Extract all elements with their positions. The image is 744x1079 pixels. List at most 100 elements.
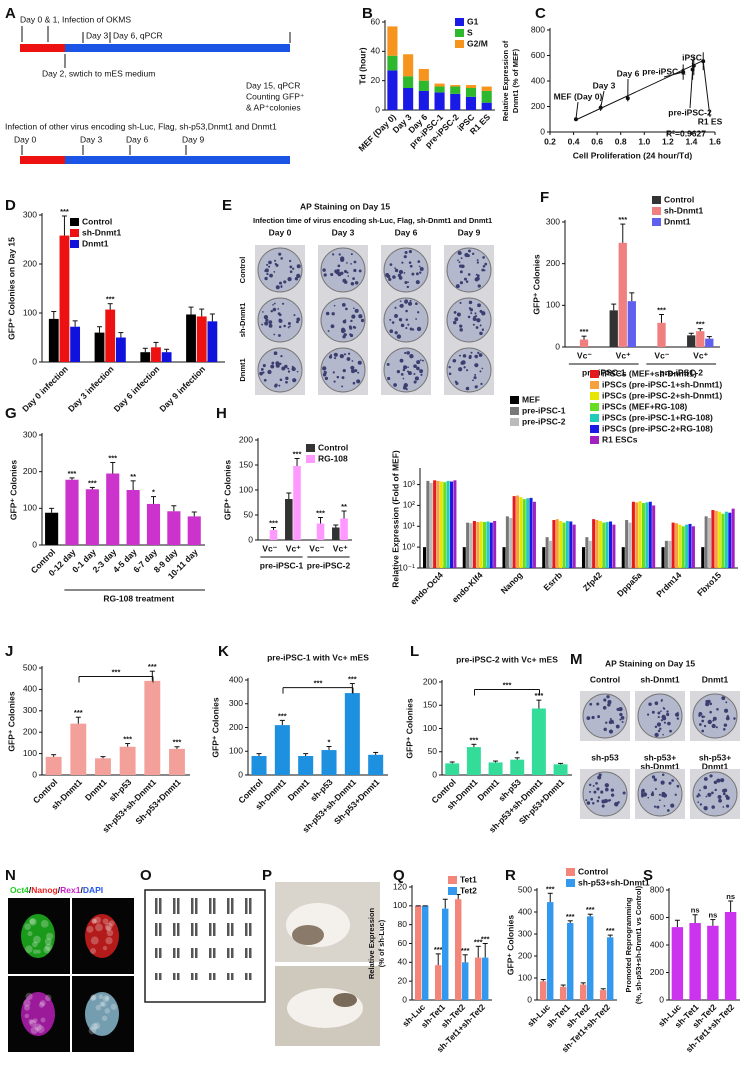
row-label: sh-Dnmt1 (238, 303, 247, 338)
panel-letter: P (262, 867, 272, 884)
bar (687, 335, 696, 347)
x-tick-label: Vc⁻ (309, 543, 324, 553)
chromosome (249, 923, 252, 936)
bar (488, 762, 503, 775)
significance-label: ** (130, 472, 136, 481)
y-tick-label: 300 (23, 705, 37, 715)
legend-label: sh-p53+sh-Dnmt1 (578, 877, 650, 887)
panel-letter: C (535, 5, 546, 22)
colony (723, 708, 729, 713)
colony (287, 367, 290, 370)
y-tick-label: 10² (403, 500, 415, 510)
colony (278, 313, 282, 317)
colony (261, 323, 264, 326)
legend-swatch (448, 887, 457, 895)
y-tick-label: 80 (398, 919, 408, 929)
bar (493, 520, 497, 568)
colony (470, 312, 473, 315)
bar (580, 984, 587, 1000)
bar (439, 481, 443, 568)
bar (446, 480, 450, 568)
colony (417, 311, 420, 314)
colony (273, 270, 276, 273)
nucleus (40, 919, 49, 928)
colony (709, 702, 713, 706)
bar (526, 498, 530, 568)
chromosome (213, 923, 216, 936)
x-tick-label: 1.6 (709, 136, 721, 146)
point-label: pre-iPSC-2 (668, 107, 712, 117)
bar (696, 331, 705, 347)
nucleus (28, 1019, 34, 1024)
colony (399, 303, 404, 308)
legend-label: Tet2 (460, 885, 477, 895)
colony (415, 272, 419, 276)
y-tick-label: 600 (650, 912, 664, 922)
nucleus (95, 923, 103, 932)
panel-letter: R (505, 867, 516, 884)
significance-label: *** (546, 884, 555, 893)
colony (459, 328, 463, 332)
nucleus (105, 925, 111, 932)
colony (416, 366, 420, 371)
panel-title: AP Staining on Day 15 (300, 201, 390, 211)
colony (399, 305, 401, 307)
x-tick-label: 1.2 (662, 136, 674, 146)
timeline-label: Day 15, qPCR (246, 80, 300, 90)
x-tick-label: Vc⁻ (577, 350, 592, 360)
bar (705, 338, 714, 347)
timeline-segment (20, 156, 65, 164)
chromosome (159, 923, 162, 936)
colony (662, 716, 667, 721)
colony (653, 778, 657, 782)
colony (711, 805, 715, 809)
colony (260, 368, 264, 371)
colony-signal (21, 992, 55, 1036)
legend-label: pre-iPSC-1 (522, 405, 566, 415)
colony (663, 707, 666, 710)
colony (391, 321, 395, 324)
colony (296, 317, 301, 322)
chromosome (177, 898, 180, 914)
significance-label: *** (657, 305, 666, 314)
bar (151, 347, 161, 362)
point-label: pre-iPSC-1 (642, 66, 686, 76)
colony (651, 710, 655, 714)
colony (360, 318, 365, 323)
colony (467, 315, 471, 319)
significance-label: *** (88, 478, 97, 487)
x-tick-label: Fbxo15 (695, 570, 723, 598)
colony (718, 798, 722, 803)
colony (461, 360, 466, 365)
colony (274, 259, 277, 262)
panel-letter: O (140, 867, 152, 884)
significance-label: *** (293, 449, 302, 458)
bar (724, 511, 728, 568)
well (446, 297, 492, 343)
bar-segment (465, 85, 477, 88)
colony (465, 386, 470, 391)
significance-label: *** (68, 469, 77, 478)
bar (674, 523, 679, 568)
colony (387, 376, 391, 381)
colony (472, 317, 477, 321)
colony (474, 277, 479, 282)
colony (674, 793, 677, 796)
colony (354, 281, 359, 285)
bar (466, 522, 470, 568)
chromosome (227, 923, 230, 936)
bar (731, 508, 735, 568)
colony (399, 300, 402, 302)
colony (725, 716, 730, 721)
bar (106, 473, 120, 545)
colony (275, 363, 280, 368)
bar (415, 905, 422, 1000)
panel-letter: M (570, 651, 583, 668)
mouse (287, 988, 363, 1028)
x-tick-label: 0.2 (544, 136, 556, 146)
colony (341, 385, 344, 388)
colony (660, 699, 663, 701)
colony (291, 366, 296, 372)
colony (289, 259, 292, 263)
y-axis-label: GFP⁺ Colonies (210, 697, 220, 757)
